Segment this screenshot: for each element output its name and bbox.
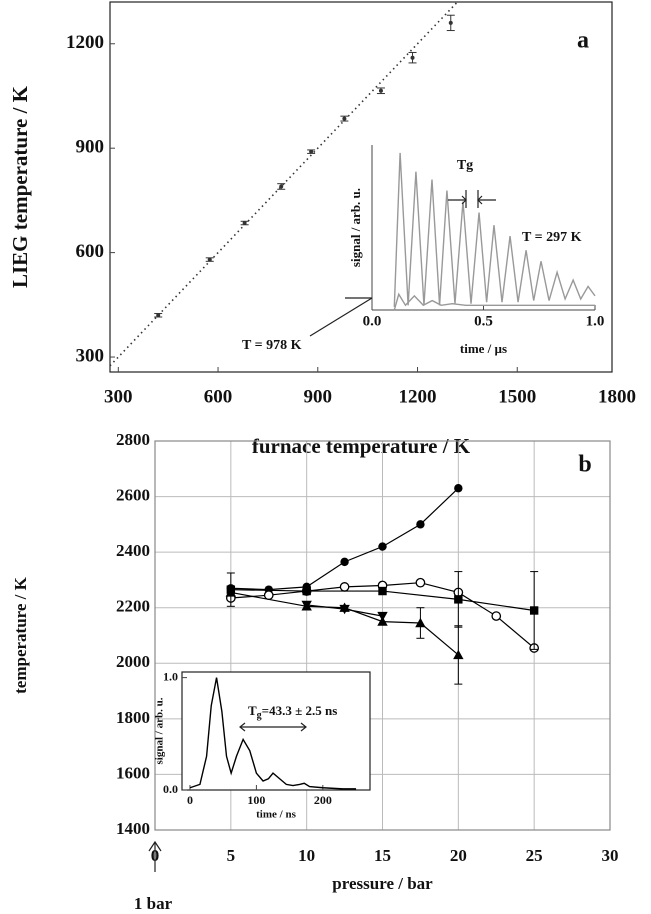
- point: [263, 590, 274, 601]
- point: [207, 257, 212, 262]
- x-tick-label: 600: [204, 386, 233, 407]
- annotation-part: T: [248, 703, 257, 718]
- x-tick-label: 1.0: [586, 313, 605, 329]
- point: [309, 149, 314, 154]
- x-axis-title: time / µs: [460, 341, 507, 356]
- y-tick-label: 300: [76, 345, 105, 366]
- y-tick-label: 1400: [116, 819, 150, 838]
- y-axis-title: temperature / K: [11, 576, 30, 694]
- pointer: [148, 840, 162, 852]
- plot-frame: [109, 1, 613, 373]
- x-tick-label: 30: [602, 846, 619, 865]
- inset-background: [182, 672, 370, 790]
- y-tick-label: 0.0: [163, 782, 178, 796]
- x-tick-label: 900: [304, 386, 333, 407]
- point: [378, 542, 387, 551]
- annotation-subscript: g: [257, 710, 262, 721]
- annotation: T = 978 K: [242, 338, 302, 353]
- point: [416, 520, 425, 529]
- point: [339, 604, 350, 615]
- point: [529, 606, 539, 615]
- point: [453, 649, 464, 660]
- pointer: [300, 722, 307, 732]
- point: [340, 557, 349, 567]
- y-tick-label: 2800: [116, 430, 150, 449]
- point: [454, 595, 463, 604]
- annotation: Tg: [457, 158, 473, 173]
- y-axis-title: signal / arb. u.: [154, 697, 166, 764]
- series-line: [393, 292, 595, 311]
- y-tick-label: 2000: [116, 652, 150, 671]
- y-tick-label: 1.0: [163, 669, 178, 683]
- panel-label: a: [577, 28, 589, 54]
- series-line: [230, 591, 459, 656]
- point: [302, 586, 311, 596]
- point: [377, 611, 388, 622]
- series-line: [189, 677, 357, 790]
- point: [225, 587, 237, 597]
- point: [415, 617, 426, 628]
- y-tick-label: 900: [76, 137, 105, 158]
- point: [279, 184, 284, 189]
- point: [491, 611, 502, 621]
- pointer: [309, 297, 373, 337]
- point: [415, 577, 426, 588]
- annotation: Tg=43.3 ± 2.5 ns: [248, 703, 337, 721]
- x-tick-label: 1200: [399, 386, 437, 407]
- series-line: [230, 487, 459, 591]
- y-tick-label: 2200: [116, 597, 150, 616]
- x-tick-label: 0.5: [474, 313, 493, 329]
- y-tick-label: 2400: [116, 541, 150, 560]
- series-line: [393, 152, 596, 307]
- x-tick-label: 1800: [598, 386, 636, 407]
- y-tick-label: 1200: [66, 32, 104, 53]
- panel-label: b: [578, 452, 591, 478]
- x-tick-label: 25: [526, 846, 543, 865]
- point: [410, 55, 415, 60]
- x-tick-label: 200: [314, 793, 332, 807]
- x-tick-label: 5: [227, 846, 236, 865]
- x-tick-label: 300: [104, 386, 133, 407]
- point: [378, 88, 383, 93]
- x-axis-title: furnace temperature / K: [252, 434, 471, 458]
- point: [242, 221, 247, 226]
- x-tick-label: 0: [187, 793, 193, 807]
- point: [342, 116, 347, 121]
- y-axis-title: LIEG temperature / K: [8, 85, 32, 288]
- plot-frame: [154, 440, 611, 831]
- point: [301, 600, 312, 611]
- pointer: [239, 722, 246, 732]
- point: [454, 484, 463, 493]
- annotation-part: =43.3 ± 2.5 ns: [262, 703, 338, 718]
- y-tick-label: 1600: [116, 763, 150, 782]
- note: 1 bar: [134, 894, 173, 913]
- x-tick-label: 100: [247, 793, 265, 807]
- x-tick-label: 0.0: [363, 313, 382, 329]
- y-tick-label: 1800: [116, 708, 150, 727]
- point: [448, 20, 453, 25]
- point: [339, 582, 350, 592]
- x-tick-label: 20: [450, 846, 467, 865]
- plot-frame: [181, 671, 371, 791]
- y-tick-label: 600: [76, 241, 105, 262]
- point: [156, 313, 161, 318]
- x-tick-label: 10: [298, 846, 315, 865]
- x-tick-label: 15: [374, 846, 391, 865]
- y-axis-title: signal / arb. u.: [348, 188, 363, 267]
- x-tick-label: 1500: [498, 386, 536, 407]
- point: [378, 586, 387, 596]
- x-axis-title: time / ns: [256, 809, 296, 821]
- x-axis-title: pressure / bar: [332, 874, 433, 893]
- annotation: T = 297 K: [522, 230, 582, 245]
- y-tick-label: 2600: [116, 485, 150, 504]
